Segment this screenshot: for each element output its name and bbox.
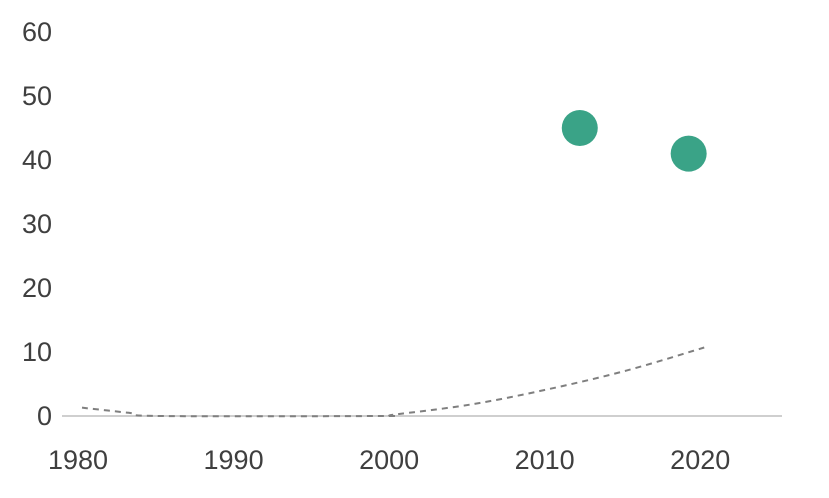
data-point	[561, 110, 598, 146]
y-tick-label: 30	[22, 209, 52, 239]
y-tick-label: 40	[22, 145, 52, 175]
trendline	[81, 346, 705, 418]
y-tick-label: 0	[37, 401, 52, 431]
x-tick-label: 1980	[48, 445, 108, 475]
y-tick-label: 60	[22, 17, 52, 47]
y-tick-label: 10	[22, 337, 52, 367]
x-axis-tick-labels: 1980 1990 2000 2010 2020	[48, 445, 730, 475]
data-points	[561, 110, 707, 172]
y-axis-tick-labels: 0 10 20 30 40 50 60	[22, 17, 52, 431]
x-tick-label: 2000	[359, 445, 419, 475]
x-tick-label: 2020	[670, 445, 730, 475]
y-tick-label: 50	[22, 81, 52, 111]
x-tick-label: 2010	[515, 445, 575, 475]
data-point	[670, 135, 707, 172]
x-tick-label: 1990	[204, 445, 264, 475]
y-tick-label: 20	[22, 273, 52, 303]
